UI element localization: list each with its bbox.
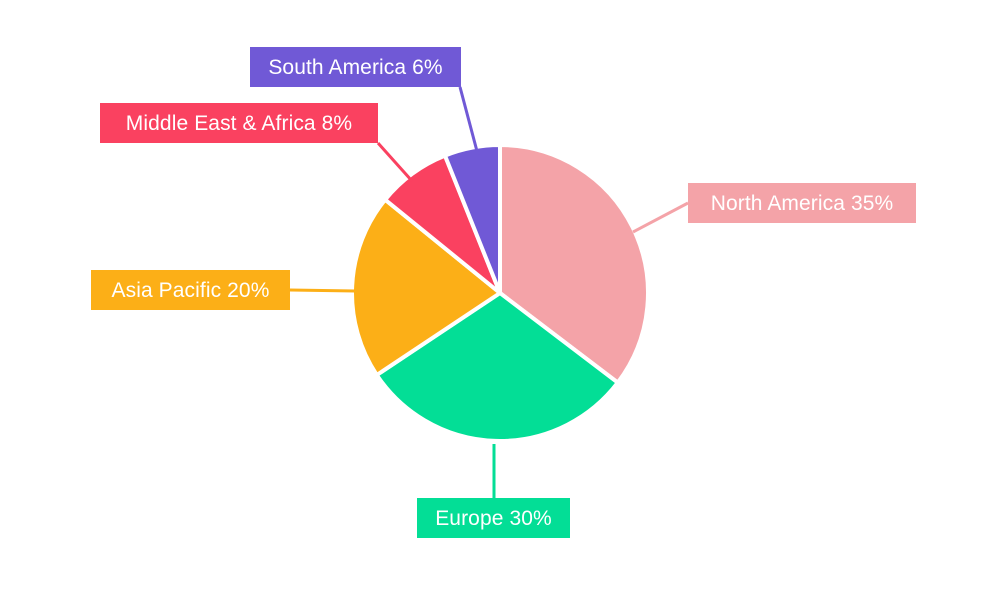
pie-label-south-america[interactable]: South America 6% [250, 47, 461, 87]
pie-label-north-america[interactable]: North America 35% [688, 183, 916, 223]
leader-line-south-america [458, 86, 480, 156]
pie-slice-south-america[interactable] [442, 143, 502, 295]
leader-lines-group [289, 86, 689, 498]
pie-slice-north-america[interactable] [498, 143, 650, 385]
pie-slices-group [350, 143, 650, 443]
pie-label-europe[interactable]: Europe 30% [417, 498, 570, 538]
leader-line-middle-east-africa [376, 141, 414, 183]
leader-line-north-america [632, 201, 689, 234]
pie-slice-europe[interactable] [374, 291, 620, 443]
pie-label-asia-pacific[interactable]: Asia Pacific 20% [91, 270, 290, 310]
pie-slice-asia-pacific[interactable] [350, 197, 502, 377]
pie-label-middle-east-africa[interactable]: Middle East & Africa 8% [100, 103, 378, 143]
leader-line-asia-pacific [289, 288, 356, 293]
